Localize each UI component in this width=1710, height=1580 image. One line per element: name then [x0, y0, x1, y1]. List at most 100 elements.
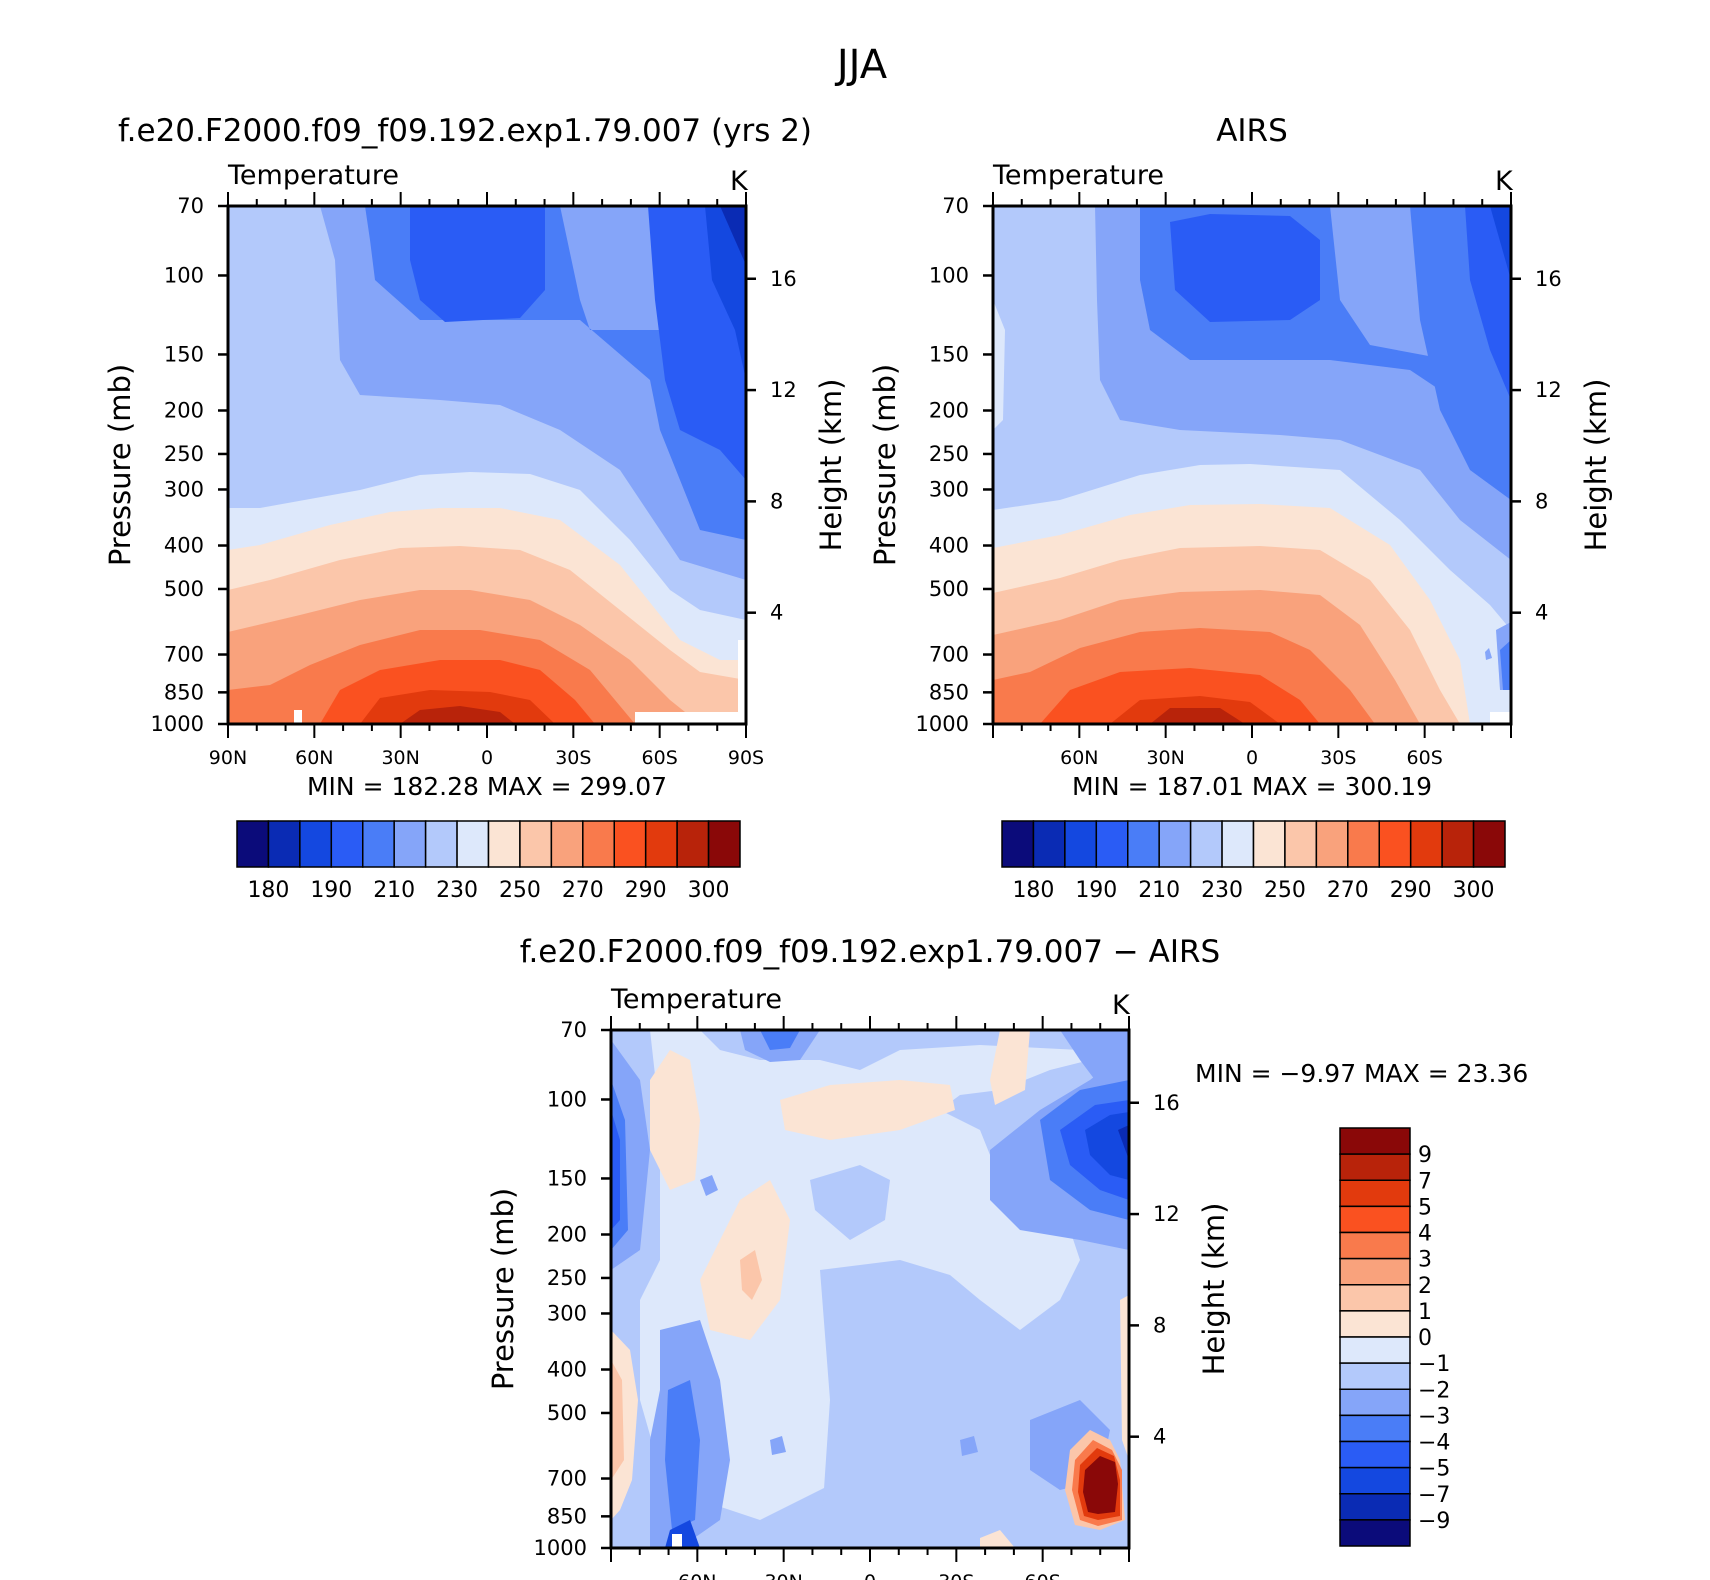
colorbar-swatch [424, 820, 458, 868]
pressure-tick-label: 200 [547, 1222, 587, 1246]
panel-model-stats: MIN = 182.28 MAX = 299.07 [307, 772, 667, 801]
pressure-tick-label: 150 [164, 342, 204, 366]
pressure-tick-label: 1000 [534, 1536, 587, 1560]
colorbar-label: 7 [1418, 1169, 1432, 1194]
pressure-tick-label: 70 [560, 1018, 587, 1042]
colorbar-swatch [582, 820, 615, 868]
colorbar-label: 300 [688, 878, 730, 903]
colorbar-swatch [1339, 1493, 1411, 1521]
contour-band [760, 1030, 800, 1050]
colorbar-label: −3 [1418, 1404, 1450, 1429]
pressure-tick-label: 850 [547, 1504, 587, 1528]
contour-band [993, 300, 1005, 430]
contour-field-model [228, 206, 746, 724]
lat-tick-label: 30N [764, 1571, 802, 1580]
colorbar-swatch [1064, 820, 1098, 868]
contour-band [1150, 708, 1245, 724]
colorbar-swatch [1339, 1127, 1411, 1155]
colorbar-label: 180 [247, 878, 289, 903]
colorbar-swatch [236, 820, 270, 868]
colorbar-model: 180 190 210 230 250 270 290 300 [236, 820, 741, 903]
y-axis-title-height: Height (km) [1197, 1203, 1231, 1376]
colorbar-swatch [1441, 820, 1475, 868]
pressure-tick-label: 200 [929, 398, 969, 422]
contour-band [611, 1110, 620, 1230]
y-axis-title-pressure: Pressure (mb) [486, 1188, 520, 1390]
colorbar-label: 210 [1138, 878, 1180, 903]
contour-band [720, 206, 746, 265]
missing-data [672, 1534, 682, 1548]
contour-band [740, 1250, 762, 1300]
colorbar-swatch [1252, 820, 1286, 868]
colorbar-swatch [1339, 1284, 1411, 1312]
pressure-tick-label: 70 [942, 194, 969, 218]
lat-tick-label: 30S [938, 1571, 974, 1580]
colorbar-label: 3 [1418, 1248, 1432, 1273]
colorbar-label: 300 [1453, 878, 1495, 903]
colorbar-label: 9 [1418, 1143, 1432, 1168]
colorbar-swatch [1347, 820, 1380, 868]
y-axis-title-height: Height (km) [1579, 379, 1613, 552]
pressure-tick-label: 700 [164, 643, 204, 667]
figure-title: JJA [834, 42, 888, 88]
colorbar-swatch [393, 820, 427, 868]
colorbar-swatch [330, 820, 364, 868]
colorbar-swatch [1339, 1414, 1411, 1443]
colorbar-swatch [1284, 820, 1318, 868]
height-tick-label: 8 [1535, 489, 1548, 513]
colorbar-swatch [707, 820, 741, 868]
axes-difference: 70 100 150 200 250 300 400 500 700 850 1000 16 12 8 4 6… [486, 1016, 1231, 1580]
pressure-tick-label: 250 [547, 1266, 587, 1290]
y-axis-title-pressure: Pressure (mb) [103, 364, 137, 566]
contour-band [650, 1050, 700, 1190]
colorbar-swatch [1315, 820, 1349, 868]
panel-airs-title: AIRS [1216, 113, 1288, 149]
pressure-tick-label: 300 [164, 477, 204, 501]
pressure-tick-label: 700 [929, 643, 969, 667]
pressure-tick-label: 200 [164, 398, 204, 422]
colorbar-label: 0 [1418, 1326, 1432, 1351]
panel-model-subtitle: Temperature [227, 160, 399, 191]
colorbar-swatch [1032, 820, 1066, 868]
missing-data [635, 712, 746, 724]
axes-model: 70 100 150 200 250 300 400 500 700 850 1000 16 12 8 4 9… [103, 192, 848, 769]
height-tick-label: 16 [1535, 267, 1562, 291]
colorbar-label: 270 [1327, 878, 1369, 903]
contour-band [810, 1165, 890, 1240]
colorbar-swatch [1127, 820, 1160, 868]
colorbar-swatch [1189, 820, 1223, 868]
lat-tick-label: 0 [481, 747, 493, 769]
pressure-tick-label: 100 [164, 263, 204, 287]
panel-model: f.e20.F2000.f09_f09.192.exp1.79.007 (yrs… [103, 113, 848, 903]
contour-band [980, 1530, 1015, 1548]
colorbar-label: 250 [1264, 878, 1306, 903]
colorbar-label: 190 [1075, 878, 1117, 903]
colorbar-swatch [519, 820, 553, 868]
panel-diff-stats: MIN = −9.97 MAX = 23.36 [1195, 1059, 1528, 1088]
pressure-tick-label: 250 [929, 442, 969, 466]
pressure-tick-label: 400 [547, 1358, 587, 1382]
lat-tick-label: 60S [642, 747, 678, 769]
panel-airs-stats: MIN = 187.01 MAX = 300.19 [1072, 772, 1432, 801]
colorbar-swatch [362, 820, 395, 868]
panel-airs-subtitle: Temperature [992, 160, 1164, 191]
colorbar-swatch [1339, 1336, 1411, 1364]
colorbar-swatch [299, 820, 333, 868]
pressure-tick-label: 1000 [916, 712, 969, 736]
contour-band [705, 206, 746, 380]
lat-tick-label: 30N [1146, 747, 1184, 769]
height-tick-label: 12 [770, 378, 797, 402]
colorbar-label: −1 [1418, 1352, 1450, 1377]
contour-band [780, 1080, 955, 1140]
contour-band [1083, 1456, 1118, 1514]
colorbar-swatch [613, 820, 647, 868]
colorbar-swatch [1378, 820, 1412, 868]
pressure-tick-label: 300 [547, 1301, 587, 1325]
pressure-tick-label: 300 [929, 477, 969, 501]
lat-tick-label: 90N [209, 747, 247, 769]
colorbar-label: 290 [1390, 878, 1432, 903]
pressure-tick-label: 850 [929, 680, 969, 704]
colorbar-swatch [1339, 1205, 1411, 1234]
pressure-tick-label: 400 [164, 534, 204, 558]
